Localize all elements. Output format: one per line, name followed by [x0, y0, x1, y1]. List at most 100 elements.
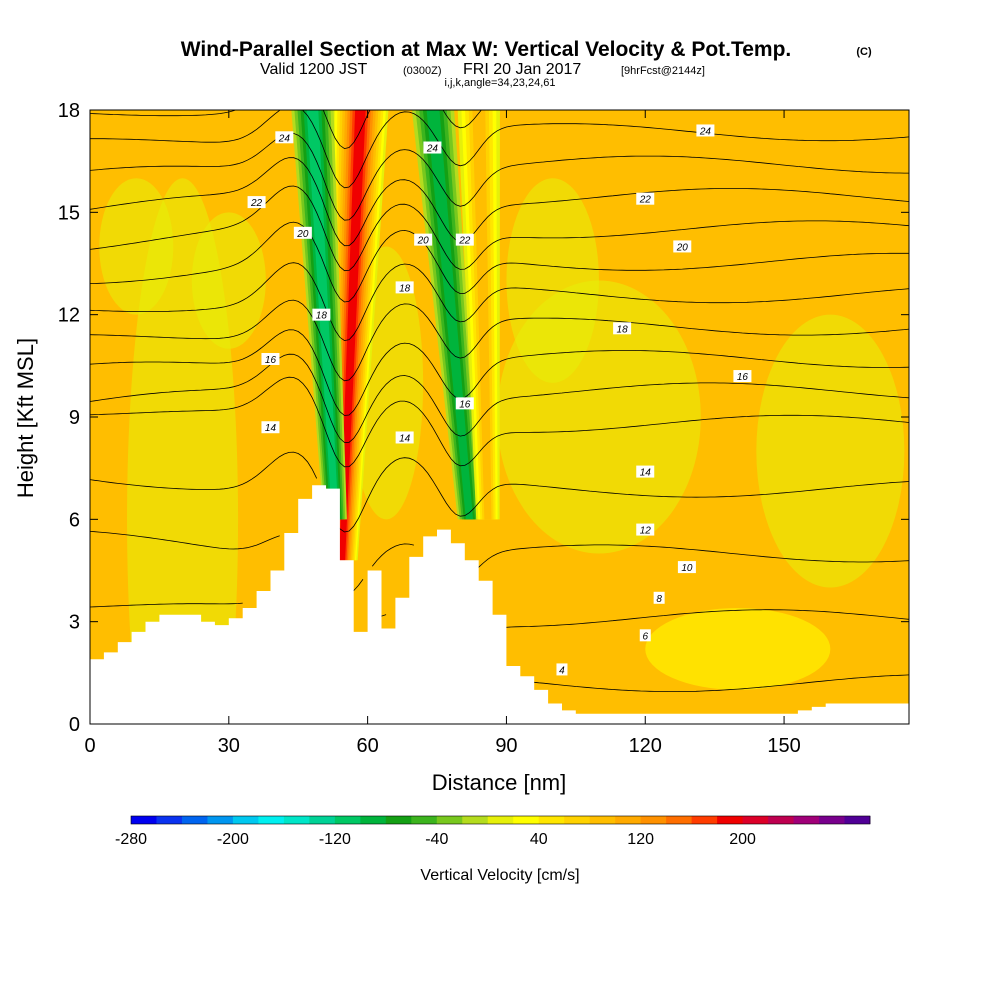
theta-contour	[90, 262, 909, 342]
colorbar-swatch	[564, 816, 591, 824]
contour-label: 20	[293, 226, 312, 240]
contour-label-box	[293, 226, 312, 239]
contour-label: 24	[275, 131, 294, 144]
theta-contour	[90, 451, 909, 533]
copyright-mark: (C)	[856, 46, 872, 58]
contour-label-box	[395, 281, 414, 294]
theta-contour	[90, 376, 909, 468]
vertical-velocity-field	[99, 110, 905, 724]
theta-contour	[529, 674, 909, 692]
contour-label: 8	[653, 591, 665, 605]
contour-label: 22	[636, 192, 655, 206]
x-tick-label: 90	[495, 735, 517, 757]
colorbar-tick-label: -120	[319, 831, 351, 848]
x-tick-label: 30	[218, 735, 240, 757]
colorbar-swatch	[513, 816, 540, 824]
contour-label-box	[423, 141, 442, 154]
contour-label-text: 18	[316, 311, 328, 322]
colorbar-swatch	[589, 816, 616, 824]
contour-label-text: 12	[640, 526, 652, 537]
contour-label-box	[261, 353, 280, 366]
colorbar-swatch	[717, 816, 743, 824]
contour-label: 16	[733, 370, 752, 383]
contour-label: 22	[455, 233, 474, 247]
theta-contour	[90, 602, 909, 629]
contour-label-box	[677, 561, 696, 574]
x-tick-label: 60	[357, 735, 379, 757]
subtitle-grid-indices: i,j,k,angle=34,23,24,61	[444, 77, 555, 89]
contour-label-box	[636, 523, 655, 536]
colorbar-swatch	[615, 816, 642, 824]
y-tick-label: 3	[69, 612, 80, 634]
colorbar-swatch	[385, 816, 412, 824]
contour-label-box	[613, 322, 632, 335]
y-tick-label: 18	[58, 100, 80, 122]
contour-label-text: 8	[656, 594, 662, 605]
colorbar-tick-label: 40	[530, 831, 548, 848]
contour-label: 20	[673, 240, 692, 253]
colorbar-swatch	[487, 816, 514, 824]
theta-contour	[90, 185, 909, 272]
colorbar-tick-label: -280	[115, 831, 147, 848]
contour-label: 24	[423, 141, 442, 155]
y-tick-label: 0	[69, 714, 80, 736]
updraft-band	[472, 110, 492, 520]
contour-labels: 24 22 20 18 16 14 24 20 22 18 16 14 24 22 20 18 16 14 12 10…	[247, 124, 752, 676]
colorbar-swatch	[411, 816, 438, 824]
colorbar-swatch	[232, 816, 259, 824]
contour-label-text: 14	[399, 433, 411, 444]
contour-label-box	[455, 397, 474, 410]
contour-label-box	[414, 233, 433, 246]
colorbar-swatch	[181, 816, 208, 824]
downdraft-band	[426, 110, 473, 520]
contour-label-text: 14	[265, 423, 277, 434]
contour-label: 24	[696, 124, 715, 137]
field-patch	[191, 212, 266, 349]
contour-label-text: 22	[458, 236, 471, 247]
colorbar-swatch	[258, 816, 285, 824]
contour-label-box	[639, 629, 651, 642]
contour-label-text: 20	[417, 236, 430, 247]
colorbar-swatch	[691, 816, 718, 824]
colorbar-swatch	[131, 816, 157, 824]
y-tick-label: 6	[69, 509, 80, 531]
colorbar-swatch	[666, 816, 693, 824]
y-tick-label: 15	[58, 202, 80, 224]
contour-label-box	[696, 124, 715, 137]
colorbar-tick-label: -200	[217, 831, 249, 848]
contour-label-text: 16	[737, 372, 749, 383]
subtitle-fcst: [9hrFcst@2144z]	[621, 65, 705, 77]
colorbar-swatch	[309, 816, 336, 824]
subtitle-date: FRI 20 Jan 2017	[463, 61, 581, 78]
contour-label: 18	[395, 281, 414, 294]
chart-subtitle: Valid 1200 JST (0300Z) FRI 20 Jan 2017 […	[260, 61, 705, 78]
updraft-band	[339, 110, 366, 561]
contour-label: 14	[261, 421, 280, 434]
contour-label-text: 24	[278, 133, 291, 144]
potential-temperature-contours	[90, 110, 909, 692]
subtitle-lead: Valid 1200 JST	[260, 61, 368, 78]
contour-label-box	[261, 421, 280, 434]
contour-label-text: 16	[265, 355, 277, 366]
contour-label: 18	[613, 322, 632, 335]
contour-label-box	[636, 192, 655, 205]
contour-label: 18	[312, 308, 331, 322]
theta-contour	[90, 329, 909, 416]
contour-label: 20	[414, 233, 433, 247]
contour-label-box	[673, 240, 692, 253]
contour-label-text: 20	[676, 242, 689, 253]
y-axis-label: Height [Kft MSL]	[13, 338, 38, 498]
colorbar-swatch	[334, 816, 361, 824]
theta-contour	[90, 110, 482, 150]
x-tick-label: 120	[629, 735, 662, 757]
theta-contour	[90, 157, 909, 247]
contour-label: 6	[639, 629, 651, 642]
y-axis: 0 3 6 9 12 15 18	[58, 100, 909, 736]
contour-label-text: 18	[399, 283, 411, 294]
contour-label: 16	[261, 353, 280, 366]
field-patch	[506, 178, 599, 383]
contour-label: 10	[677, 561, 696, 574]
theta-contour	[90, 132, 909, 221]
contour-label-text: 22	[250, 198, 263, 209]
